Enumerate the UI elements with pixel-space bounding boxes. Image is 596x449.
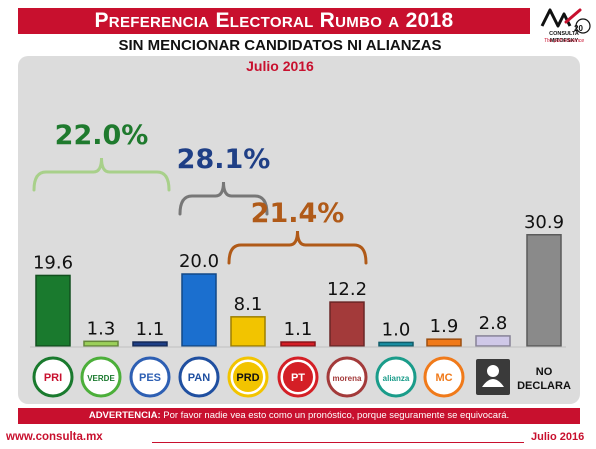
person-head-icon — [487, 365, 499, 377]
chart-title: Preferencia Electoral Rumbo a 2018 — [18, 8, 530, 34]
value-label: 12.2 — [327, 279, 367, 300]
value-label: 1.1 — [136, 319, 165, 340]
group-bracket-1 — [32, 157, 171, 192]
value-label: 19.6 — [33, 252, 73, 273]
value-label: 2.8 — [479, 313, 508, 334]
bar-movimiento-ciudadano — [426, 338, 462, 347]
party-logo-text: PES — [139, 372, 161, 384]
party-logo-text: PAN — [188, 372, 210, 384]
party-logo-pri-icon — [32, 356, 74, 398]
party-logo-text: MC — [435, 372, 452, 384]
brand-name: CONSULTA MITOFSKY — [549, 31, 579, 44]
chart-subtitle: SIN MENCIONAR CANDIDATOS NI ALIANZAS — [118, 37, 442, 54]
bar-pri — [35, 274, 71, 347]
party-logo-text: PRI — [44, 372, 62, 384]
bar-pt — [280, 341, 316, 347]
group-total-label: 22.0% — [55, 120, 149, 151]
group-total-label: 28.1% — [177, 144, 271, 175]
value-label: 20.0 — [179, 251, 219, 272]
party-logo-text: alianza — [383, 374, 410, 383]
logo-anniversary-badge: 20 — [574, 24, 583, 33]
value-label: 30.9 — [524, 212, 564, 233]
brand-tagline: The poll reference — [543, 38, 585, 44]
value-label: 1.9 — [430, 316, 459, 337]
pt-logo-fill — [283, 362, 313, 392]
bar-encuentro-social — [132, 341, 168, 347]
footer-url[interactable]: www.consulta.mx — [6, 431, 103, 443]
warning-label: ADVERTENCIA: — [88, 410, 161, 421]
party-logo-text: morena — [333, 374, 362, 383]
group-bracket-2 — [178, 181, 269, 216]
value-label: 1.0 — [382, 319, 411, 340]
bar-candidatura-independiente — [475, 335, 511, 347]
mitofsky-logo — [540, 8, 591, 34]
chart-period: Julio 2016 — [246, 58, 314, 74]
warning-banner: ADVERTENCIA: Por favor nadie vea esto co… — [18, 408, 580, 424]
value-label: 1.1 — [284, 319, 313, 340]
value-label: 1.3 — [87, 318, 116, 339]
footer-divider — [152, 442, 524, 443]
prd-logo-fill — [233, 362, 263, 392]
party-logo-encuentro-social-icon — [129, 356, 171, 398]
no-declara-line-1: NO — [536, 366, 553, 378]
party-logo-alianza-icon — [375, 356, 417, 398]
bar-pan — [181, 273, 217, 347]
bar-morena — [329, 301, 365, 347]
no-declara-line-2: DECLARA — [517, 380, 571, 392]
footer-date: Julio 2016 — [531, 431, 585, 443]
party-logo-text: PRD — [236, 372, 259, 384]
warning-text: Por favor nadie vea esto como un pronóst… — [163, 410, 510, 421]
group-bracket-3 — [227, 230, 368, 265]
party-logo-movimiento-ciudadano-icon — [423, 356, 465, 398]
bar-prd — [230, 316, 266, 347]
person-body-icon — [482, 379, 504, 387]
bar-no-declara — [526, 234, 562, 347]
party-logo-verde-icon — [80, 356, 122, 398]
party-logo-pan-icon — [178, 356, 220, 398]
group-total-label: 21.4% — [251, 198, 345, 229]
party-logo-text: PT — [291, 372, 305, 384]
party-logo-morena-icon — [326, 356, 368, 398]
value-label: 8.1 — [234, 294, 263, 315]
party-logo-text: VERDE — [87, 374, 115, 383]
bar-verde — [83, 340, 119, 347]
bar-alianza — [378, 341, 414, 347]
